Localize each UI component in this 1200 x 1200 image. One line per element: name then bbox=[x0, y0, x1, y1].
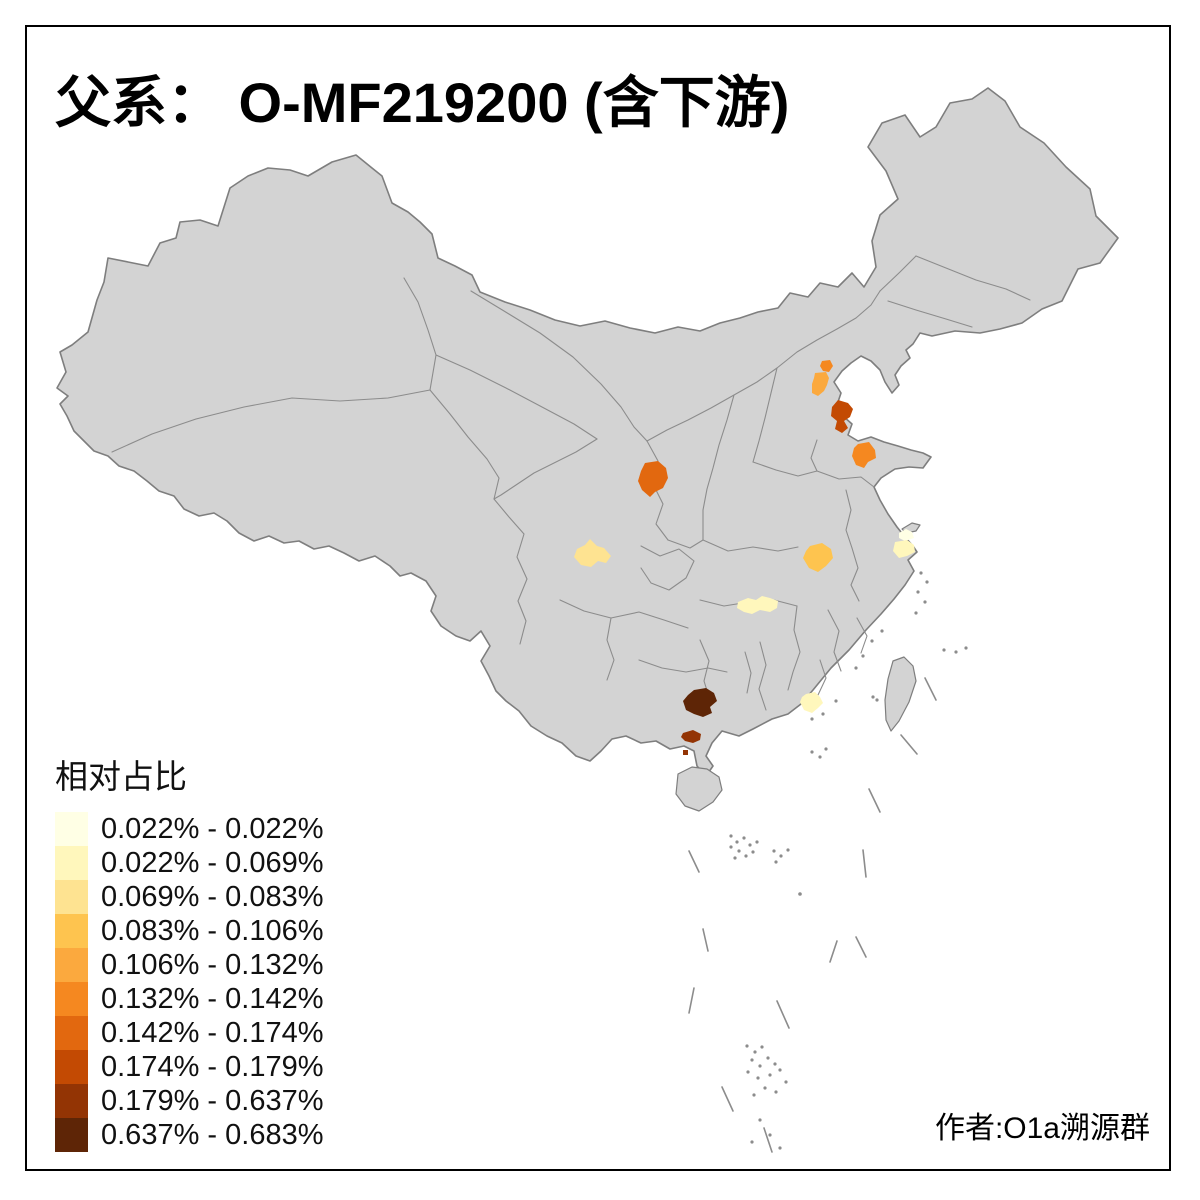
region-shaanxi bbox=[638, 461, 668, 497]
legend-range-label: 0.142% - 0.174% bbox=[101, 1016, 324, 1049]
legend-color-swatch bbox=[55, 880, 88, 914]
legend-row: 0.106% - 0.132% bbox=[55, 948, 323, 982]
legend-color-swatch bbox=[55, 948, 88, 982]
legend-range-label: 0.083% - 0.106% bbox=[101, 914, 324, 947]
legend-range-label: 0.174% - 0.179% bbox=[101, 1050, 324, 1083]
legend-range-label: 0.022% - 0.069% bbox=[101, 846, 324, 879]
sea-dash-lines bbox=[688, 677, 937, 1153]
legend-color-swatch bbox=[55, 1118, 88, 1152]
legend-row: 0.022% - 0.022% bbox=[55, 812, 323, 846]
legend-range-label: 0.637% - 0.683% bbox=[101, 1118, 324, 1151]
legend-color-swatch bbox=[55, 846, 88, 880]
legend-entries: 0.022% - 0.022% 0.022% - 0.069% 0.069% -… bbox=[55, 812, 323, 1152]
legend-row: 0.132% - 0.142% bbox=[55, 982, 323, 1016]
legend-range-label: 0.069% - 0.083% bbox=[101, 880, 324, 913]
legend-color-swatch bbox=[55, 1016, 88, 1050]
legend-row: 0.174% - 0.179% bbox=[55, 1050, 323, 1084]
legend-range-label: 0.179% - 0.637% bbox=[101, 1084, 324, 1117]
taiwan-island bbox=[884, 656, 917, 732]
legend-color-swatch bbox=[55, 812, 88, 846]
legend-row: 0.022% - 0.069% bbox=[55, 846, 323, 880]
region-sichuan bbox=[574, 539, 611, 567]
legend: 相对占比 0.022% - 0.022% 0.022% - 0.069% 0.0… bbox=[55, 750, 323, 1152]
region-south-guangxi-islet bbox=[683, 750, 688, 755]
region-shanghai-area bbox=[893, 540, 915, 558]
legend-color-swatch bbox=[55, 914, 88, 948]
islands bbox=[675, 522, 921, 812]
region-north-shandong bbox=[831, 400, 853, 433]
attribution-text: 作者:O1a溯源群 bbox=[934, 1112, 1150, 1145]
islet-dots bbox=[729, 571, 968, 1150]
legend-title: 相对占比 bbox=[55, 758, 187, 795]
map-title: 父系： O-MF219200 (含下游) bbox=[55, 71, 790, 134]
legend-color-swatch bbox=[55, 1050, 88, 1084]
legend-color-swatch bbox=[55, 982, 88, 1016]
plot-border bbox=[25, 25, 1171, 1171]
legend-range-label: 0.106% - 0.132% bbox=[101, 948, 324, 981]
legend-color-swatch bbox=[55, 1084, 88, 1118]
region-south-guangxi-coast bbox=[681, 730, 701, 743]
mainland-landmass bbox=[56, 87, 1119, 777]
region-jiangsu-coast-small bbox=[899, 529, 914, 541]
choropleth-regions bbox=[574, 360, 915, 755]
region-shandong-peninsula bbox=[852, 442, 876, 468]
province-borders bbox=[111, 255, 1031, 711]
region-hebei-area bbox=[812, 372, 829, 396]
region-east-guangdong bbox=[800, 692, 823, 713]
region-anhui bbox=[803, 543, 833, 572]
region-north-hunan bbox=[737, 596, 778, 614]
region-beijing-area-small bbox=[820, 360, 833, 372]
legend-range-label: 0.022% - 0.022% bbox=[101, 812, 324, 845]
hainan-island bbox=[675, 766, 723, 812]
legend-row: 0.069% - 0.083% bbox=[55, 880, 323, 914]
legend-row: 0.637% - 0.683% bbox=[55, 1118, 323, 1152]
legend-range-label: 0.132% - 0.142% bbox=[101, 982, 324, 1015]
legend-row: 0.142% - 0.174% bbox=[55, 1016, 323, 1050]
legend-row: 0.179% - 0.637% bbox=[55, 1084, 323, 1118]
region-central-guangxi bbox=[683, 688, 717, 717]
legend-row: 0.083% - 0.106% bbox=[55, 914, 323, 948]
